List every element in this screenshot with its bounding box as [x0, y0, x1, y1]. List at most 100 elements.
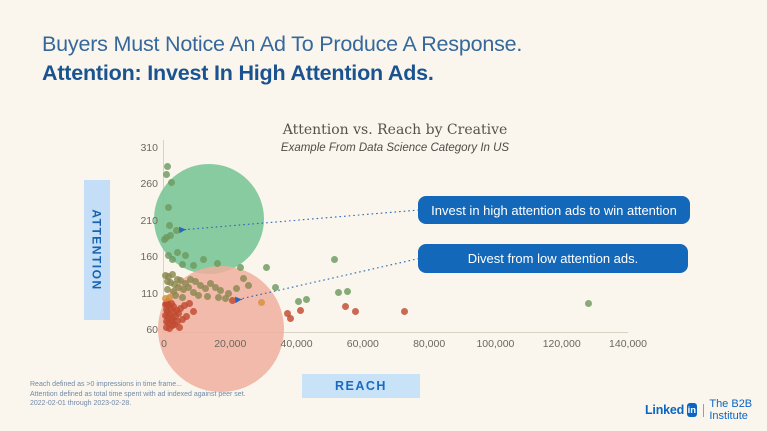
scatter-point	[225, 290, 233, 298]
scatter-point	[175, 284, 183, 292]
scatter-point	[173, 306, 181, 314]
scatter-point	[335, 288, 343, 296]
y-tick-label: 210	[140, 214, 158, 227]
scatter-point	[213, 259, 221, 267]
scatter-point	[195, 291, 203, 299]
scatter-point	[584, 299, 592, 307]
scatter-point	[172, 291, 180, 299]
scatter-point	[164, 162, 172, 170]
scatter-point	[161, 236, 169, 244]
scatter-point	[180, 286, 188, 294]
scatter-point	[168, 322, 176, 330]
scatter-point	[400, 307, 408, 315]
scatter-point	[257, 298, 265, 306]
scatter-point	[168, 255, 176, 263]
divest-callout-label: Divest from low attention ads.	[467, 251, 639, 266]
x-axis-label: REACH	[335, 379, 387, 393]
scatter-point	[196, 282, 204, 290]
footnote-line1: Reach defined as >0 impressions in time …	[30, 381, 182, 388]
footnote-line2: Attention defined as total time spent wi…	[30, 390, 246, 398]
scatter-point	[206, 279, 214, 287]
brand-separator	[702, 403, 704, 417]
scatter-point	[228, 297, 236, 305]
scatter-point	[216, 287, 224, 295]
scatter-point	[297, 306, 305, 314]
headline-line2: Attention: Invest In High Attention Ads.	[42, 61, 434, 85]
scatter-point	[177, 276, 185, 284]
invest-callout-label: Invest in high attention ads to win atte…	[431, 202, 677, 218]
scatter-point	[175, 310, 183, 318]
scatter-point	[287, 314, 295, 322]
scatter-point	[161, 295, 169, 303]
scatter-point	[168, 178, 176, 186]
footnote-line3: 2022-02-01 through 2023-02-28.	[30, 400, 132, 407]
scatter-point	[182, 279, 190, 287]
headline: Buyers Must Notice An Ad To Produce A Re…	[42, 30, 522, 88]
scatter-point	[190, 262, 198, 270]
footnotes: Reach defined as >0 impressions in time …	[30, 380, 246, 409]
x-axis-label-pill: REACH	[302, 374, 420, 398]
scatter-point	[203, 293, 211, 300]
scatter-point	[166, 325, 174, 333]
y-tick-label: 110	[141, 287, 158, 300]
scatter-point	[165, 273, 173, 281]
scatter-point	[215, 293, 223, 301]
scatter-point	[183, 313, 191, 321]
x-tick-label: 20,000	[214, 338, 247, 350]
scatter-point	[169, 287, 177, 295]
scatter-point	[169, 271, 177, 279]
scatter-point	[167, 231, 175, 239]
scatter-point	[182, 251, 190, 259]
scatter-point	[181, 302, 189, 310]
y-tick-label: 60	[146, 324, 158, 336]
linkedin-in-icon: in	[687, 403, 697, 417]
scatter-point	[174, 318, 182, 326]
scatter-point	[221, 295, 229, 303]
scatter-point	[342, 303, 350, 311]
x-tick-label: 120,000	[542, 338, 581, 350]
y-axis-label: ATTENTION	[90, 209, 104, 291]
scatter-point	[240, 274, 248, 282]
scatter-point	[262, 263, 270, 271]
x-tick-label: 140,000	[609, 338, 647, 350]
chart-subtitle: Example From Data Science Category In US	[280, 142, 510, 154]
scatter-point	[303, 295, 310, 303]
scatter-point	[187, 275, 194, 283]
scatter-point	[179, 260, 187, 268]
scatter-point	[199, 255, 207, 263]
scatter-point	[168, 317, 176, 325]
y-axis-label-pill: ATTENTION	[84, 180, 110, 320]
scatter-point	[344, 287, 352, 295]
scatter-point	[352, 308, 360, 316]
scatter-point	[176, 324, 184, 332]
scatter-point	[172, 227, 180, 235]
scatter-point	[201, 285, 209, 292]
brand-footer: Linked in The B2B Institute	[645, 398, 767, 422]
linkedin-wordmark: Linked	[645, 403, 685, 417]
headline-line1: Buyers Must Notice An Ad To Produce A Re…	[42, 32, 523, 56]
scatter-point	[178, 293, 186, 301]
scatter-point	[191, 278, 199, 286]
chart-title: Attention vs. Reach by Creative	[282, 122, 508, 138]
divest-callout: Divest from low attention ads.	[418, 244, 688, 273]
scatter-point	[166, 311, 174, 319]
scatter-point	[185, 283, 193, 291]
scatter-point	[211, 283, 219, 291]
scatter-point	[163, 171, 171, 179]
scatter-point	[167, 305, 175, 313]
scatter-point	[165, 294, 173, 302]
invest-callout: Invest in high attention ads to win atte…	[418, 196, 690, 224]
scatter-point	[170, 303, 178, 311]
x-tick-label: 0	[161, 338, 167, 350]
scatter-point	[178, 316, 186, 324]
plot-area: 310 260 210 160 110 60 0 20,000 40,000 60,000 80,0…	[140, 140, 647, 392]
scatter-point	[171, 281, 179, 289]
x-tick-label: 60,000	[346, 338, 379, 350]
scatter-point	[284, 309, 292, 317]
scatter-point	[189, 307, 197, 315]
scatter-point	[165, 204, 173, 212]
scatter-point	[165, 222, 173, 230]
scatter-point	[331, 255, 339, 263]
scatter-point	[164, 285, 172, 293]
